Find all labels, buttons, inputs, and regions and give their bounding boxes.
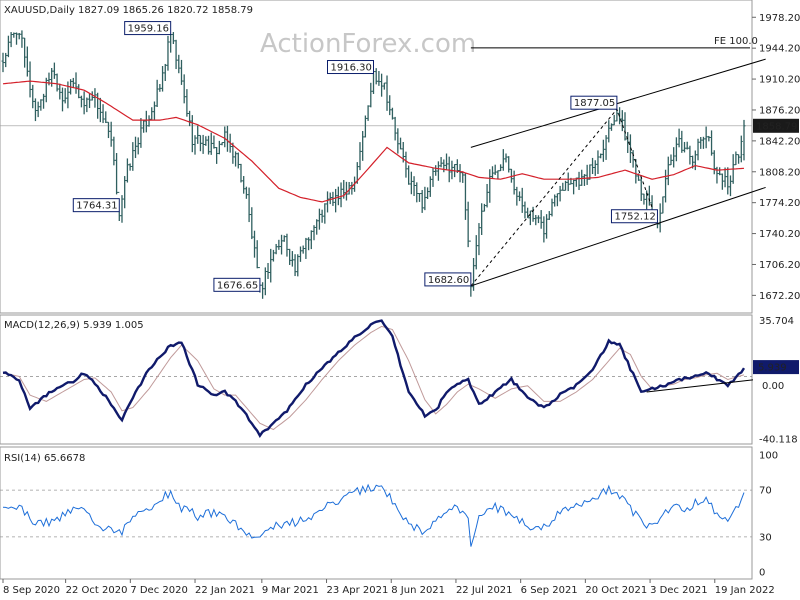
macd-plot	[0, 319, 757, 438]
moving-average-line	[2, 80, 745, 203]
x-tick-label: 22 Oct 2020	[66, 585, 128, 596]
price-callout-box	[327, 60, 374, 75]
rsi-header: RSI(14) 65.6678	[4, 453, 85, 464]
price-callout-label: 1676.65	[217, 280, 258, 291]
x-tick-label: 23 Apr 2021	[327, 585, 389, 596]
fe-label: FE 100.0	[714, 36, 758, 47]
x-tick-label: 6 Sep 2021	[521, 585, 578, 596]
rsi-panel	[0, 446, 753, 580]
macd-line	[2, 319, 746, 438]
x-tick-label: 3 Dec 2021	[650, 585, 708, 596]
y-tick-label: 1978.20	[759, 13, 800, 24]
macd-tick-label: 35.704	[759, 316, 794, 327]
x-tick-label: 19 Jan 2022	[715, 585, 775, 596]
x-tick-label: 9 Mar 2021	[262, 585, 319, 596]
price-callout-label: 1764.31	[76, 201, 117, 212]
price-callout-box	[570, 95, 618, 110]
main-plot: FE 100.0 1959.16 1764.31 1916.30 1676.65 1682…	[0, 21, 766, 299]
rsi-tick-label: 0	[759, 568, 765, 579]
y-tick-label: 1706.20	[759, 260, 800, 271]
price-callout-label: 1752.12	[614, 212, 655, 223]
x-tick-label: 20 Oct 2021	[585, 585, 647, 596]
rsi-tick-label: 70	[759, 486, 772, 497]
y-tick-label: 1842.20	[759, 136, 800, 147]
price-callout-box	[610, 209, 658, 224]
y-tick-label: 1740.20	[759, 229, 800, 240]
macd-trend-line	[646, 379, 757, 393]
price-callout-box	[213, 277, 261, 292]
y-tick-label: 1876.20	[759, 105, 800, 116]
macd-panel	[0, 314, 753, 445]
x-tick-label: 7 Dec 2020	[130, 585, 188, 596]
watermark: ActionForex.com	[260, 29, 476, 59]
x-tick-label: 8 Sep 2020	[3, 585, 60, 596]
channel-upper-line	[470, 58, 766, 148]
channel-lower-line	[470, 186, 766, 287]
price-callout-box	[124, 21, 172, 36]
y-tick-label: 1808.20	[759, 167, 800, 178]
x-tick-label: 22 Jul 2021	[456, 585, 513, 596]
rsi-tick-label: 100	[759, 451, 778, 462]
rsi-plot	[0, 483, 752, 547]
macd-tick-label: -40.118	[759, 435, 798, 446]
macd-header: MACD(12,26,9) 5.939 1.005	[4, 320, 144, 331]
price-callout-box	[72, 198, 120, 213]
main-header: XAUUSD,Daily 1827.09 1865.26 1820.72 185…	[4, 5, 253, 16]
y-tick-label: 1944.20	[759, 44, 800, 55]
macd-zero-label: 0.00	[762, 381, 784, 392]
y-tick-label: 1774.20	[759, 198, 800, 209]
macd-value-label: 5.939	[758, 363, 787, 374]
price-callout-label: 1959.16	[128, 24, 169, 35]
macd-value-box	[753, 360, 799, 375]
macd-signal-box	[753, 378, 799, 391]
y-tick-label: 1910.20	[759, 75, 800, 86]
price-callout-label: 1916.30	[331, 63, 372, 74]
price-callout-label: 1682.60	[428, 275, 469, 286]
price-callout-box	[424, 272, 472, 287]
rsi-line	[2, 483, 745, 547]
y-tick-label: 1672.20	[759, 291, 800, 302]
last-price-label: 1858.79	[756, 121, 797, 132]
axes: 1978.20 1944.20 1910.20 1876.20 1842.20 1808.…	[2, 13, 800, 596]
price-callout-label: 1877.05	[574, 98, 615, 109]
last-price-box	[753, 118, 799, 133]
main-panel	[0, 0, 753, 314]
x-tick-label: 8 Jun 2021	[391, 585, 445, 596]
x-tick-label: 22 Jan 2021	[195, 585, 255, 596]
rsi-tick-label: 30	[759, 532, 772, 543]
